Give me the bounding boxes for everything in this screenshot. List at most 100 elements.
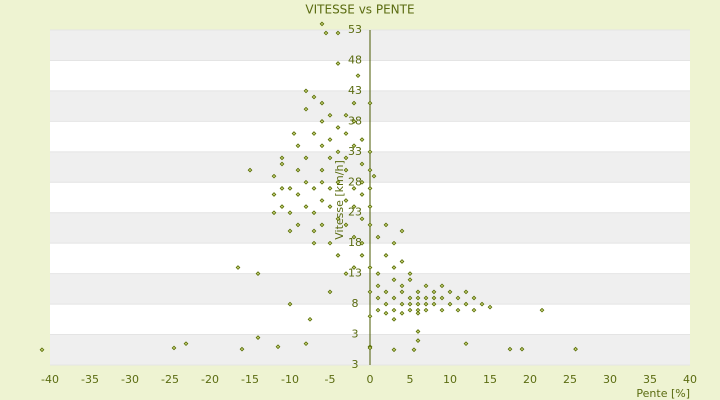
point [471,295,477,301]
point [415,310,421,316]
x-axis-title: Pente [%] [636,387,690,400]
point [343,198,349,203]
point [303,106,309,112]
y-tick-label: 28 [348,175,362,188]
point [411,347,417,353]
point [271,210,277,216]
point [359,216,365,222]
point [391,316,397,322]
point [367,204,373,210]
point [371,173,377,179]
point [303,341,309,347]
point [423,283,429,289]
y-tick-label: 33 [348,145,362,158]
point [327,185,333,191]
point [335,125,341,130]
point [431,289,437,295]
point [359,192,365,197]
point [399,289,405,295]
point [327,112,333,118]
point [375,234,381,240]
point [311,228,317,234]
x-tick-label: -15 [241,373,259,386]
point [343,131,349,136]
point [399,228,405,234]
y-tick-label: 3 [352,358,359,371]
point [463,341,469,347]
point [367,149,373,155]
point [307,316,313,322]
point [295,192,301,197]
point [311,185,317,191]
point [295,143,301,149]
y-tick-label: 18 [348,236,362,249]
point [399,283,405,289]
point [327,289,333,295]
point [295,167,301,173]
point [367,345,373,351]
point [423,295,429,301]
point [239,346,245,352]
x-tick-label: 0 [367,373,374,386]
point [279,161,285,167]
point [287,185,293,191]
point [367,313,373,319]
point [479,301,485,307]
x-tick-label: -5 [325,373,336,386]
x-tick-label: -30 [121,373,139,386]
point [375,307,381,313]
y-tick-label: 53 [348,23,362,36]
x-tick-label: 20 [523,373,537,386]
point [343,271,349,277]
x-tick-label: -25 [161,373,179,386]
point [319,143,325,149]
point [455,307,461,313]
point [279,155,285,161]
point [367,167,373,173]
point [327,137,333,143]
x-tick-label: 25 [563,373,577,386]
point [359,240,365,246]
point [407,277,413,283]
point [471,307,477,313]
point [255,271,261,277]
point [367,265,373,270]
point [383,310,389,316]
point [271,173,277,179]
y-tick-label: 23 [348,206,362,219]
point [351,204,357,210]
x-tick-label: 40 [683,373,697,386]
point [447,289,453,295]
point [431,295,437,301]
point [319,222,325,228]
point [447,301,453,307]
point [415,289,421,295]
point [335,30,341,36]
x-tick-label: -40 [41,373,59,386]
point [375,295,381,301]
point [335,216,341,222]
point [507,346,513,352]
point [423,307,429,313]
point [383,289,389,295]
point [319,100,325,106]
point [407,307,413,313]
point [391,295,397,301]
point [39,347,45,353]
point [407,301,413,307]
point [573,346,578,352]
point [343,112,349,118]
x-tick-label: 10 [443,373,457,386]
point [271,192,277,197]
point [487,304,493,310]
point [407,271,413,277]
point [455,295,461,301]
point [391,240,397,246]
point [399,259,405,264]
x-tick-label: -35 [81,373,99,386]
point [439,307,445,313]
point [279,185,285,191]
x-tick-label: 30 [603,373,617,386]
point [303,155,309,161]
